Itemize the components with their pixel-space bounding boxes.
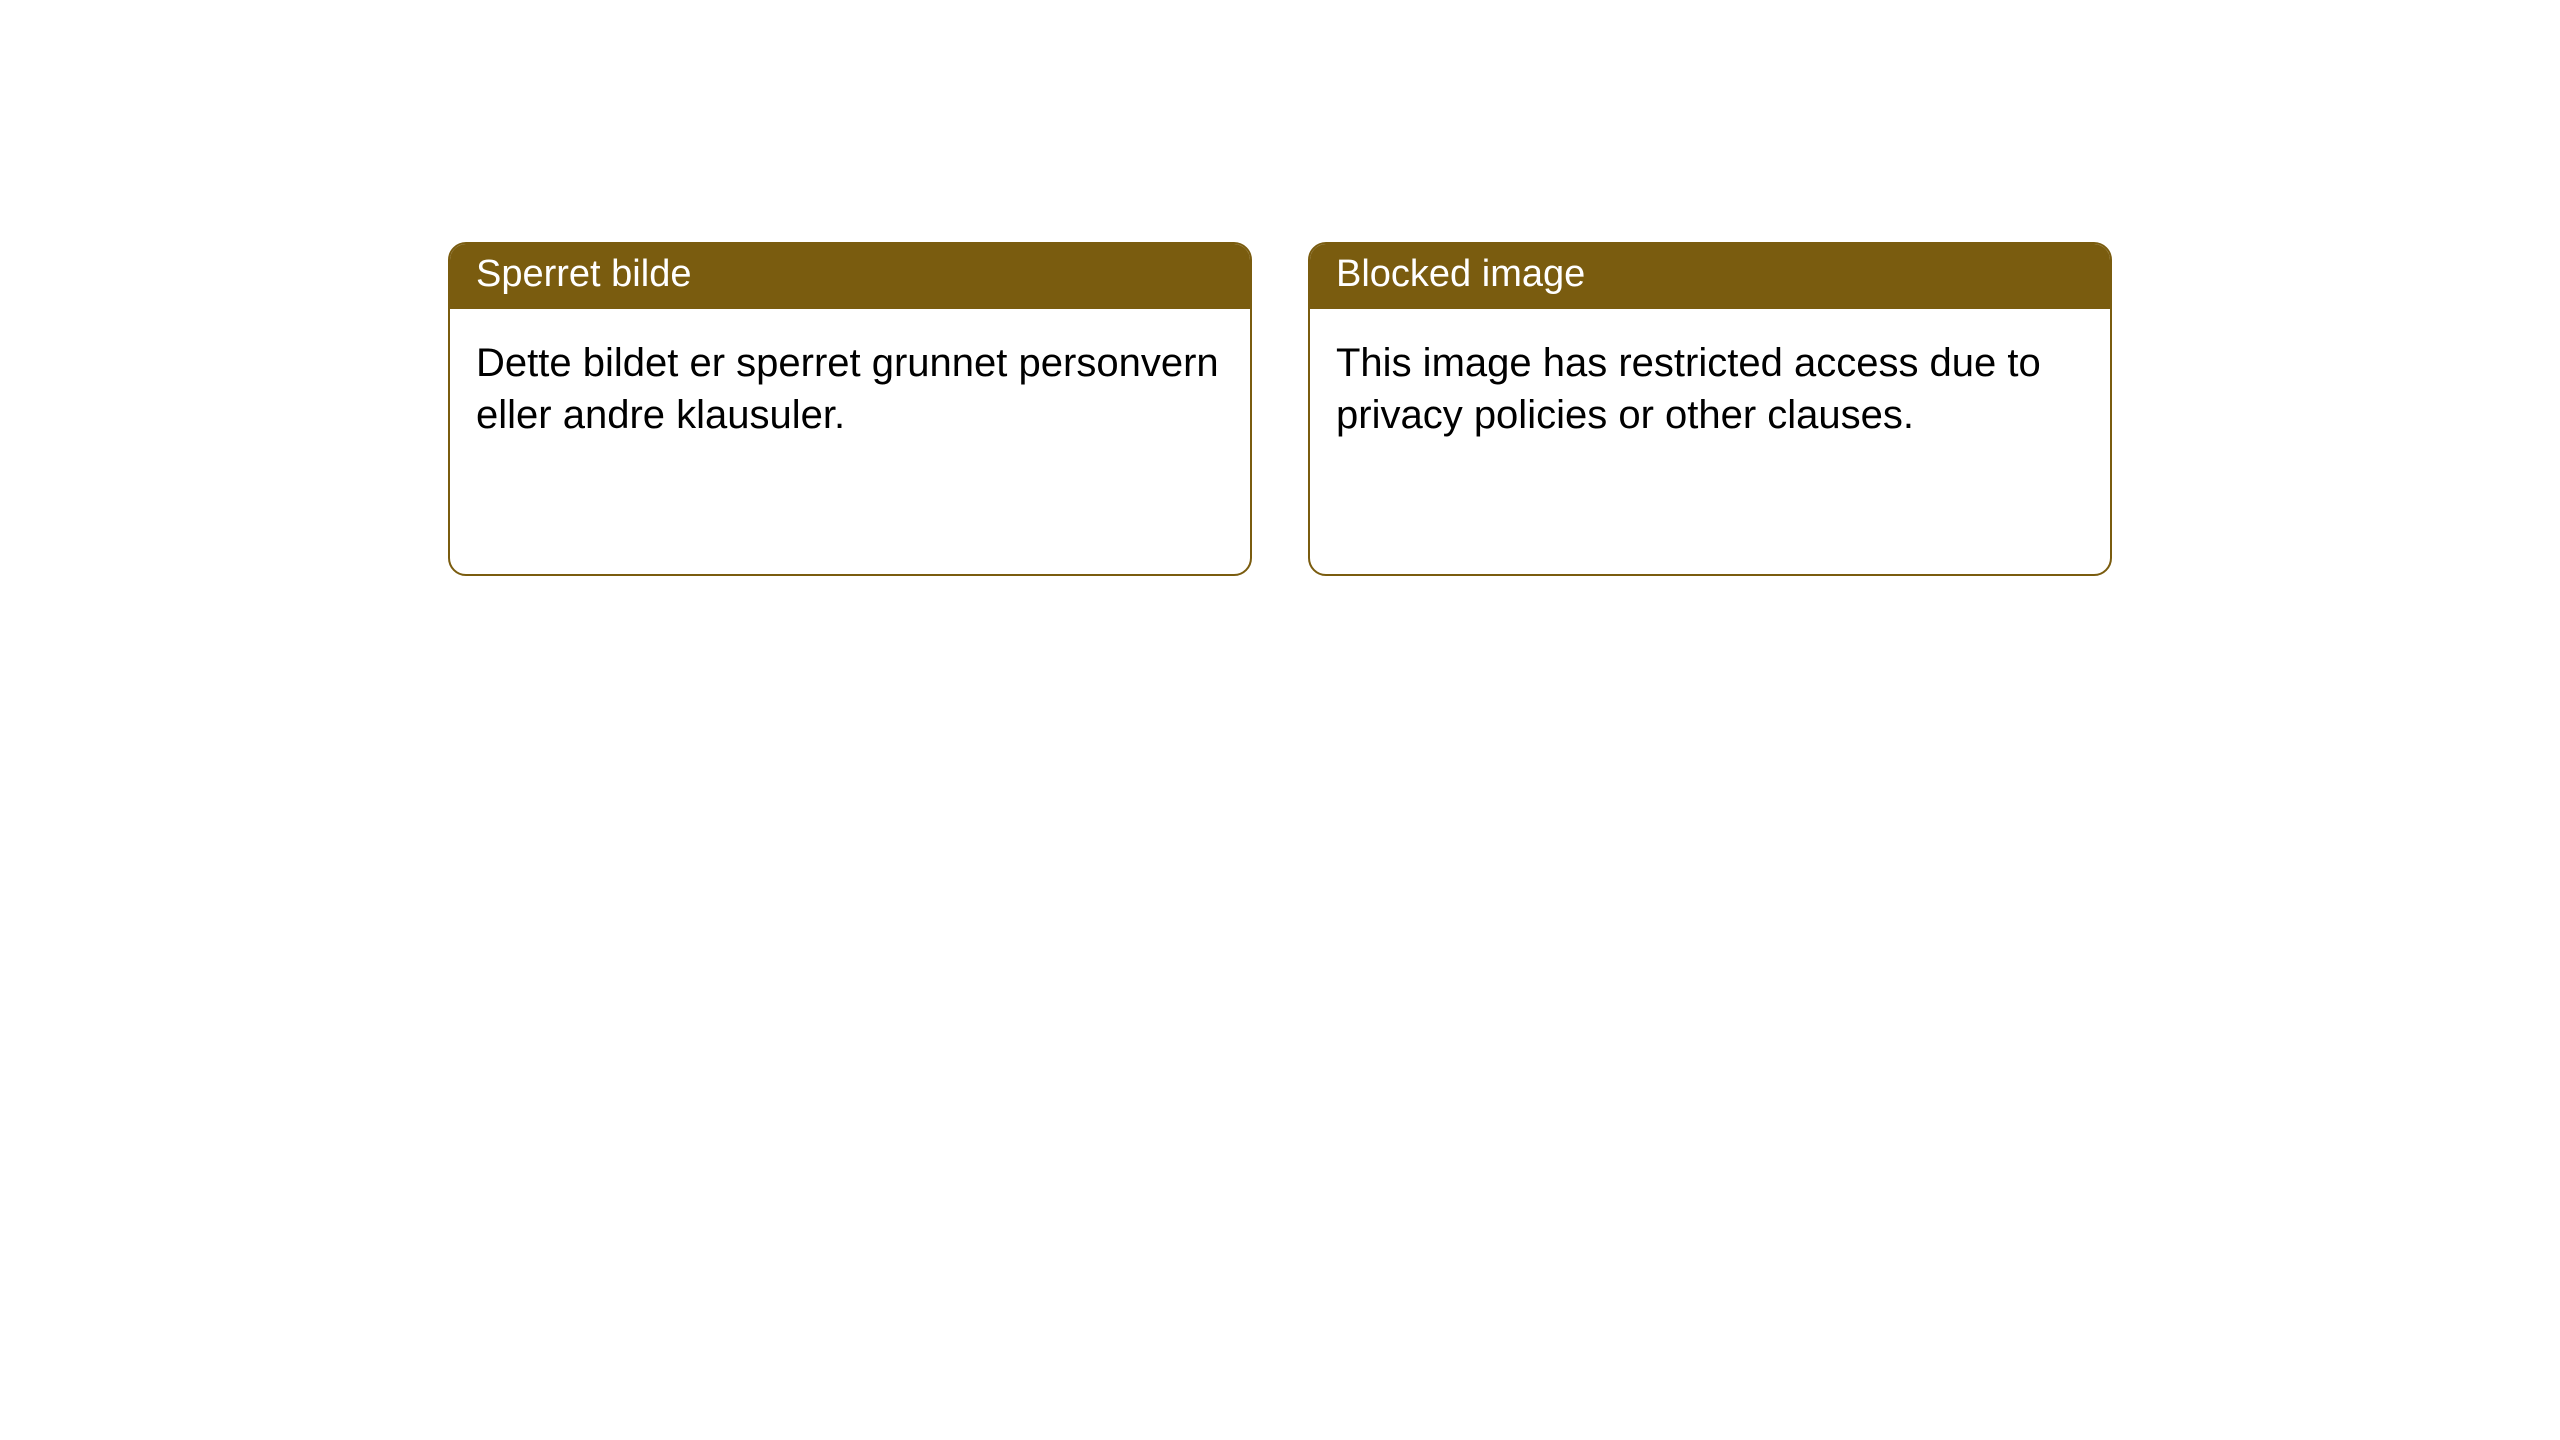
notice-body-english: This image has restricted access due to … (1310, 309, 2110, 469)
notice-text-norwegian: Dette bildet er sperret grunnet personve… (476, 341, 1219, 437)
notice-header-norwegian: Sperret bilde (450, 244, 1250, 309)
notice-card-english: Blocked image This image has restricted … (1308, 242, 2112, 576)
notice-title-norwegian: Sperret bilde (476, 253, 691, 295)
notice-header-english: Blocked image (1310, 244, 2110, 309)
notice-body-norwegian: Dette bildet er sperret grunnet personve… (450, 309, 1250, 469)
notice-title-english: Blocked image (1336, 253, 1585, 295)
notice-card-norwegian: Sperret bilde Dette bildet er sperret gr… (448, 242, 1252, 576)
notice-text-english: This image has restricted access due to … (1336, 341, 2041, 437)
notice-container: Sperret bilde Dette bildet er sperret gr… (0, 0, 2560, 576)
